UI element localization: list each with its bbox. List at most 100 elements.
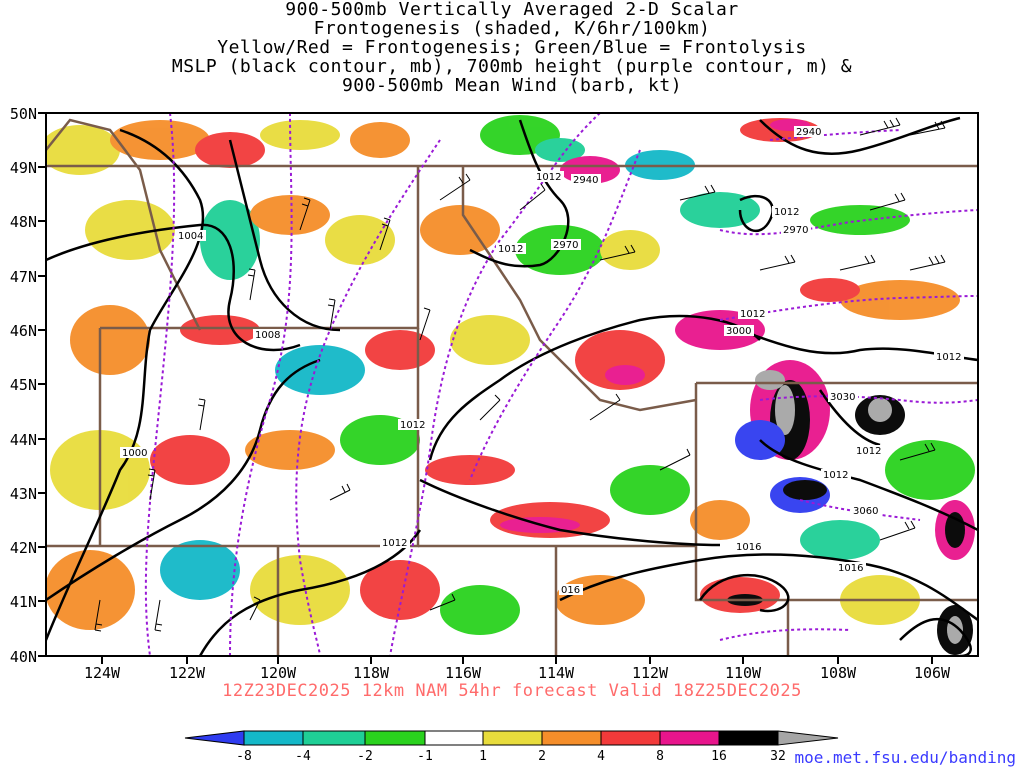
title-line-2: Frontogenesis (shaded, K/6hr/100km)	[313, 18, 711, 39]
colorbar-swatch	[541, 730, 602, 746]
height-label-text: 3060	[853, 506, 878, 517]
title-block: 900-500mb Vertically Averaged 2-D Scalar…	[0, 0, 1024, 95]
lat-tick: 43N	[10, 485, 46, 503]
height-label: 2970	[781, 224, 811, 236]
mslp-label: 1008	[253, 329, 283, 341]
lon-label: 106W	[914, 664, 951, 682]
lon-label: 122W	[169, 664, 206, 682]
mslp-label-text: 1012	[498, 244, 523, 255]
height-label: 2940	[571, 174, 601, 186]
colorbar-swatch	[718, 730, 779, 746]
lat-label: 47N	[10, 268, 37, 286]
lat-label: 50N	[10, 105, 37, 123]
lat-tick: 50N	[10, 105, 46, 123]
mslp-label-text: 1012	[774, 207, 799, 218]
colorbar-swatch	[424, 730, 484, 746]
mslp-label: 1004	[176, 230, 206, 242]
mslp-contours	[46, 116, 978, 656]
mslp-label: 1012	[854, 445, 884, 457]
mslp-label: 1000	[120, 447, 150, 459]
height-label-group: 2940 2940 2970 2970 3000 3030 3060	[551, 126, 881, 517]
forecast-valid-line: 12Z23DEC2025 12km NAM 54hr forecast Vali…	[222, 681, 802, 701]
lon-tick: 118W	[353, 656, 390, 682]
height-label: 3060	[851, 505, 881, 517]
mslp-label-text: 1008	[255, 330, 280, 341]
lon-tick: 124W	[84, 656, 121, 682]
height-label-text: 3000	[726, 326, 751, 337]
title-line-3: Yellow/Red = Frontogenesis; Green/Blue =…	[217, 37, 807, 58]
lat-label: 49N	[10, 159, 37, 177]
title-line-4: MSLP (black contour, mb), 700mb height (…	[171, 56, 853, 77]
lat-label: 40N	[10, 648, 37, 666]
lon-tick: 106W	[914, 656, 951, 682]
lat-label: 43N	[10, 485, 37, 503]
colorbar-label: -8	[236, 749, 252, 764]
colorbar-swatch	[482, 730, 543, 746]
mslp-label-text: 1012	[936, 352, 961, 363]
colorbar-label: -4	[295, 749, 311, 764]
mslp-label-text: 1012	[536, 172, 561, 183]
lon-tick: 120W	[260, 656, 297, 682]
lat-label: 45N	[10, 376, 37, 394]
colorbar-swatch	[243, 730, 304, 746]
mslp-label: 1012	[821, 469, 851, 481]
mslp-label: 1012	[496, 243, 526, 255]
lat-tick: 40N	[10, 648, 46, 666]
lat-tick: 46N	[10, 322, 46, 340]
lon-label: 116W	[445, 664, 482, 682]
mslp-label-text: 1004	[178, 231, 203, 242]
height-label: 3000	[724, 325, 754, 337]
height-label-text: 2940	[796, 127, 821, 138]
lon-tick: 122W	[169, 656, 206, 682]
height-label-text: 2940	[573, 175, 598, 186]
credit-link[interactable]: moe.met.fsu.edu/banding	[794, 748, 1016, 767]
lat-tick: 41N	[10, 593, 46, 611]
lon-axis: 124W 122W 120W 118W 116W 114W 112W 110W …	[84, 656, 951, 682]
colorbar-swatch	[600, 730, 661, 746]
mslp-label-text: 1000	[122, 448, 147, 459]
lon-label: 124W	[84, 664, 121, 682]
mslp-label: 1012	[380, 537, 410, 549]
mslp-label-text: 1012	[400, 420, 425, 431]
lat-label: 48N	[10, 213, 37, 231]
height-label: 3030	[828, 391, 858, 403]
lon-tick: 112W	[632, 656, 669, 682]
colorbar-swatch	[302, 730, 366, 746]
mslp-label-text: 1016	[736, 542, 761, 553]
lat-label: 46N	[10, 322, 37, 340]
height-label-text: 3030	[830, 392, 855, 403]
mslp-label-text: 1012	[823, 470, 848, 481]
title-line-5: 900-500mb Mean Wind (barb, kt)	[341, 75, 683, 96]
lat-tick: 49N	[10, 159, 46, 177]
mslp-label: 1012	[534, 171, 564, 183]
mslp-label-text: 1012	[856, 446, 881, 457]
colorbar-label: 1	[479, 749, 487, 764]
lat-label: 44N	[10, 431, 37, 449]
lon-label: 110W	[725, 664, 762, 682]
height-label-text: 2970	[553, 240, 578, 251]
colorbar-swatch	[364, 730, 426, 746]
height-label-text: 2970	[783, 225, 808, 236]
lon-label: 120W	[260, 664, 297, 682]
colorbar-label: -2	[357, 749, 373, 764]
lon-tick: 110W	[725, 656, 762, 682]
lon-label: 108W	[820, 664, 857, 682]
lon-tick: 108W	[820, 656, 857, 682]
colorbar-swatch	[659, 730, 720, 746]
lat-tick: 45N	[10, 376, 46, 394]
colorbar-swatch	[184, 730, 245, 746]
lat-tick: 42N	[10, 539, 46, 557]
mslp-label-text: 1012	[740, 309, 765, 320]
lat-tick: 48N	[10, 213, 46, 231]
lon-tick: 116W	[445, 656, 482, 682]
colorbar-label: 16	[711, 749, 727, 764]
colorbar-label: 2	[538, 749, 546, 764]
lon-label: 118W	[353, 664, 390, 682]
state-borders	[46, 118, 978, 656]
mslp-label: 1012	[398, 419, 428, 431]
mslp-label: 1012	[772, 206, 802, 218]
title-line-1: 900-500mb Vertically Averaged 2-D Scalar	[285, 0, 739, 20]
height-label: 2940	[794, 126, 824, 138]
mslp-label: 1016	[836, 562, 866, 574]
lon-label: 112W	[632, 664, 669, 682]
